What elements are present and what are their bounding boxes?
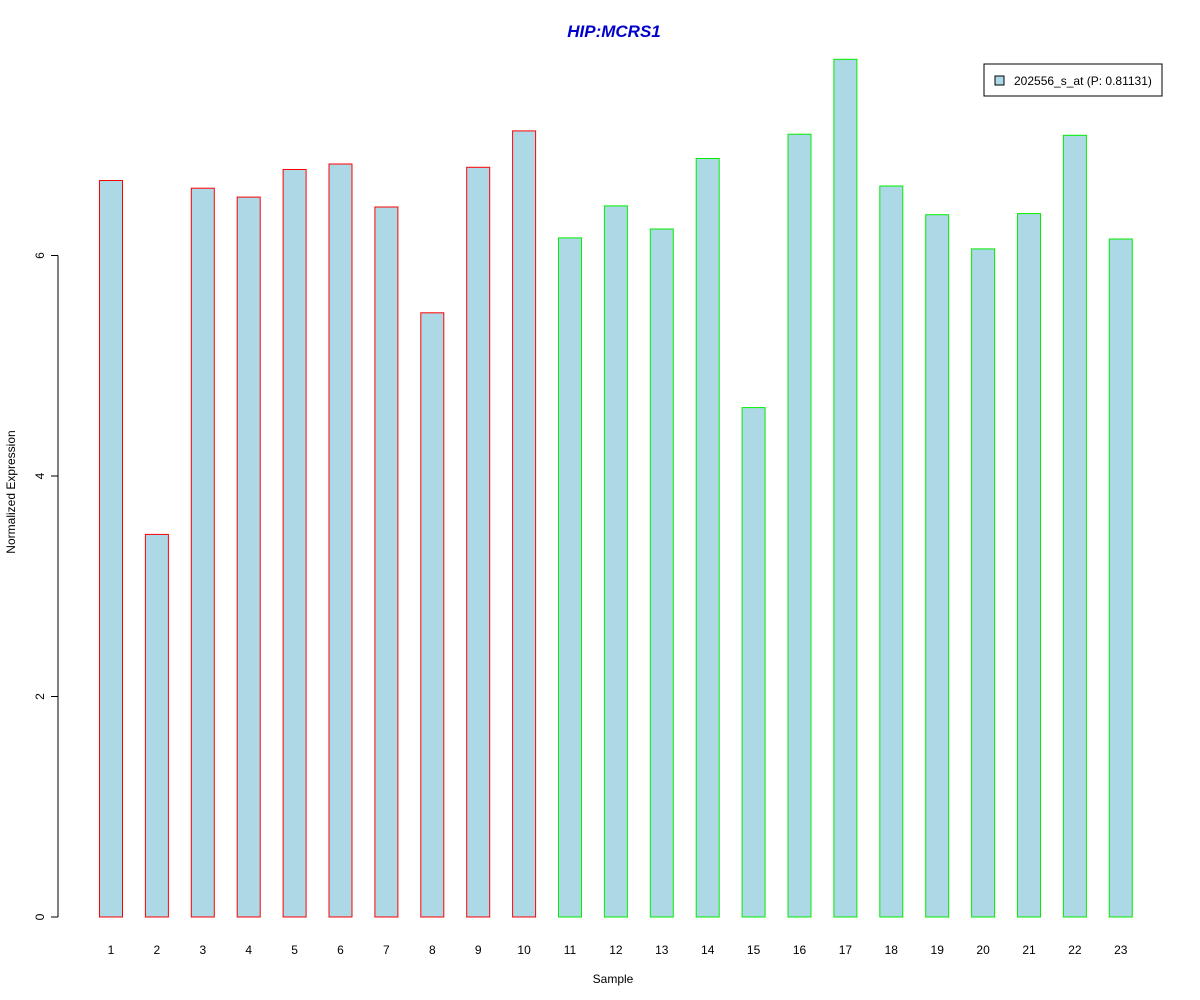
x-tick-label: 18 <box>885 943 899 957</box>
bar-sample-4 <box>236 196 261 918</box>
bar-sample-23 <box>1108 238 1133 918</box>
x-axis-label: Sample <box>593 972 634 986</box>
x-tick-label: 11 <box>564 943 577 957</box>
y-tick-label: 2 <box>33 693 47 700</box>
bar-sample-14 <box>695 158 720 918</box>
x-tick-label: 3 <box>199 943 206 957</box>
legend-entry-label: 202556_s_at (P: 0.81131) <box>1014 74 1152 88</box>
x-tick-label: 9 <box>475 943 482 957</box>
bar-sample-18 <box>879 185 904 918</box>
bar-sample-21 <box>1017 213 1041 918</box>
bar-sample-20 <box>971 248 996 918</box>
x-tick-labels: 1 2 3 4 5 6 7 8 9 10 11 12 13 14 15 16 17 18 19 20 21 22 23 <box>108 943 1128 957</box>
x-tick-label: 16 <box>793 943 807 957</box>
legend: 202556_s_at (P: 0.81131) <box>983 63 1163 97</box>
x-tick-label: 12 <box>609 943 623 957</box>
bar-sample-1 <box>99 180 123 918</box>
y-axis: 0 2 4 6 <box>33 252 59 920</box>
bars <box>99 58 1133 918</box>
bar-sample-11 <box>558 237 582 918</box>
y-tick-label: 6 <box>33 252 47 259</box>
bar-sample-5 <box>282 169 307 918</box>
bar-sample-2 <box>144 533 169 918</box>
bar-sample-17 <box>833 58 858 918</box>
x-tick-label: 6 <box>337 943 344 957</box>
x-tick-label: 20 <box>976 943 990 957</box>
bar-sample-22 <box>1062 134 1087 918</box>
x-tick-label: 2 <box>154 943 161 957</box>
legend-swatch <box>994 75 1005 86</box>
x-tick-label: 17 <box>839 943 853 957</box>
bar-sample-19 <box>925 214 950 918</box>
bar-sample-3 <box>190 187 215 918</box>
chart-title: HIP:MCRS1 <box>567 22 661 41</box>
bar-sample-13 <box>649 228 674 918</box>
bar-sample-7 <box>374 206 399 918</box>
x-tick-label: 23 <box>1114 943 1128 957</box>
bar-sample-10 <box>512 130 537 918</box>
y-tick-label: 0 <box>33 913 47 920</box>
y-axis-label: Normalized Expression <box>4 430 18 553</box>
x-tick-label: 22 <box>1068 943 1082 957</box>
bar-sample-16 <box>787 133 812 918</box>
x-tick-label: 15 <box>747 943 761 957</box>
bar-sample-9 <box>466 166 491 918</box>
x-tick-label: 4 <box>245 943 252 957</box>
x-tick-label: 7 <box>383 943 390 957</box>
x-tick-label: 1 <box>108 943 115 957</box>
bar-sample-8 <box>420 312 445 918</box>
bar-sample-6 <box>328 163 353 918</box>
y-tick-label: 4 <box>33 472 47 479</box>
bar-sample-15 <box>741 407 766 918</box>
x-tick-label: 10 <box>517 943 531 957</box>
x-tick-label: 14 <box>701 943 715 957</box>
bar-sample-12 <box>603 205 628 918</box>
legend-box <box>983 63 1163 97</box>
x-tick-label: 21 <box>1022 943 1036 957</box>
x-tick-label: 19 <box>931 943 945 957</box>
x-tick-label: 13 <box>655 943 669 957</box>
x-tick-label: 5 <box>291 943 298 957</box>
x-tick-label: 8 <box>429 943 436 957</box>
